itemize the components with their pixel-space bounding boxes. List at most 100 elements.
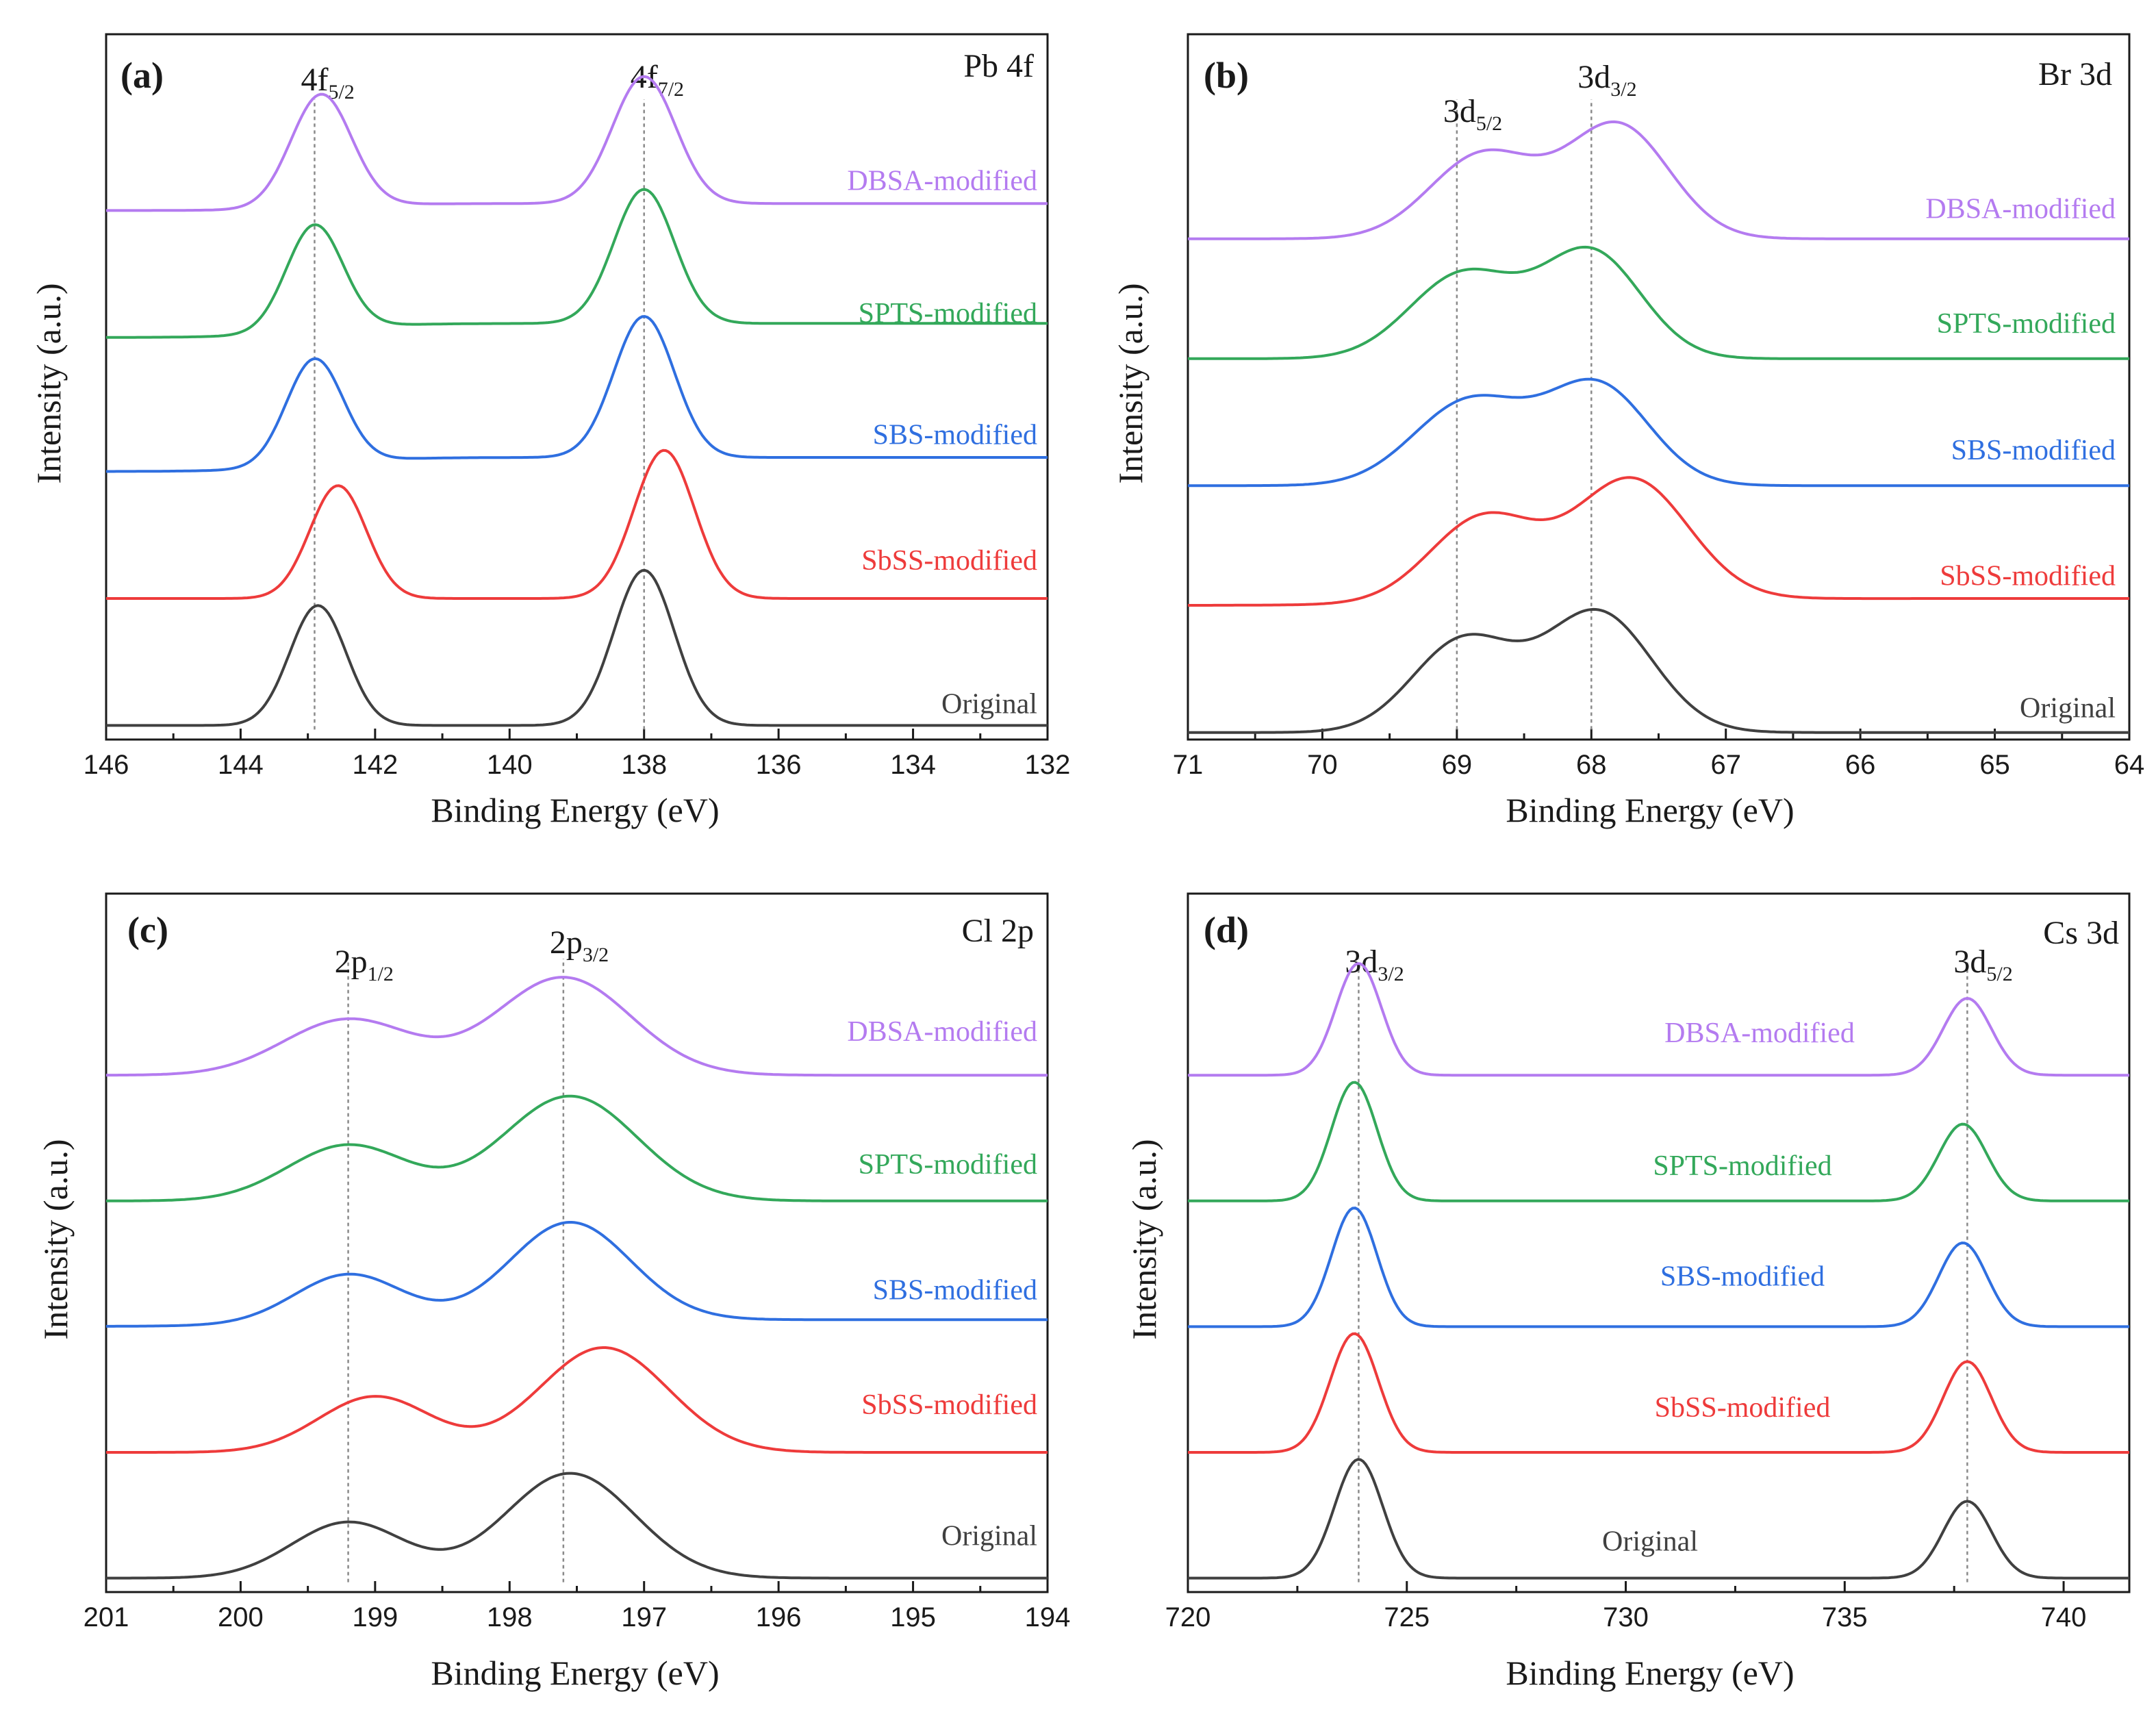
series-line-original — [1188, 607, 2129, 734]
series-label: SBS-modified — [1660, 1261, 1825, 1292]
x-tick-label: 730 — [1603, 1602, 1649, 1632]
peak-label-orbital: 2p — [335, 944, 368, 980]
series-line-sbs-modified — [1188, 1207, 2129, 1328]
x-tick-label: 132 — [1025, 750, 1071, 780]
x-tick-label: 70 — [1307, 750, 1338, 780]
series-line-original — [106, 1472, 1048, 1580]
x-tick-label: 140 — [487, 750, 533, 780]
peak-label-subscript: 1/2 — [368, 963, 394, 985]
x-tick-label: 198 — [487, 1602, 533, 1632]
panel-a: (a) Pb 4f Binding Energy (eV) Intensity … — [29, 33, 1071, 829]
x-tick-label: 64 — [2114, 750, 2145, 780]
series-label: SPTS-modified — [1653, 1150, 1831, 1182]
series-line-sbss-modified — [1188, 1332, 2129, 1454]
element-label: Cl 2p — [962, 913, 1034, 949]
series-label: Original — [2020, 693, 2116, 724]
x-axis-label: Binding Energy (eV) — [1506, 1654, 1794, 1692]
x-tick-label: 68 — [1576, 750, 1607, 780]
series-line-sbs-modified — [106, 315, 1048, 473]
panel-b: (b) Br 3d Binding Energy (eV) Intensity … — [1111, 33, 2145, 829]
series-label: Original — [941, 688, 1037, 720]
x-axis-label: Binding Energy (eV) — [1506, 791, 1794, 829]
series-line-spts-modified — [1188, 245, 2129, 360]
peak-label-subscript: 5/2 — [1476, 112, 1502, 135]
peak-label-orbital: 4f — [301, 62, 328, 98]
series-label: DBSA-modified — [1925, 194, 2116, 225]
series-label: SPTS-modified — [859, 298, 1037, 329]
x-tick-label: 200 — [218, 1602, 264, 1632]
element-label: Br 3d — [2038, 56, 2112, 92]
peak-label-subscript: 3/2 — [583, 944, 609, 966]
x-tick-label: 146 — [84, 750, 129, 780]
series-label: SbSS-modified — [1940, 560, 2116, 592]
peak-label: 2p1/2 — [335, 944, 394, 985]
peak-label: 3d3/2 — [1577, 59, 1636, 101]
series-line-sbss-modified — [1188, 476, 2129, 607]
plot-area-c: 201 200 199 198 197 196 195 1942p1/22p3/2Origin… — [84, 892, 1070, 1632]
plot-frame — [1187, 892, 2131, 1593]
series-label: SBS-modified — [1951, 435, 2116, 466]
panel-letter: (a) — [121, 55, 164, 96]
element-label: Cs 3d — [2043, 915, 2119, 951]
x-tick-label: 138 — [621, 750, 667, 780]
series-line-sbs-modified — [1188, 377, 2129, 488]
series-line-spts-modified — [106, 188, 1048, 339]
x-tick-label: 66 — [1845, 750, 1876, 780]
series-line-original — [106, 568, 1048, 727]
series-label: DBSA-modified — [847, 166, 1037, 197]
x-tick-label: 735 — [1822, 1602, 1868, 1632]
series-line-sbss-modified — [106, 1346, 1048, 1454]
plot-area-b: 71 70 69 68 67 66 65 643d5/23d3/2OriginalSbSS-m… — [1173, 33, 2145, 780]
series-line-dbsa-modified — [1188, 120, 2129, 240]
series-label: SPTS-modified — [859, 1149, 1037, 1181]
x-tick-label: 144 — [218, 750, 264, 780]
x-tick-label: 195 — [890, 1602, 936, 1632]
series-label: SbSS-modified — [861, 1389, 1037, 1421]
panel-letter: (b) — [1204, 55, 1249, 96]
peak-label-subscript: 5/2 — [1986, 963, 2012, 985]
series-line-sbss-modified — [106, 449, 1048, 600]
series-line-sbs-modified — [106, 1221, 1048, 1328]
x-tick-label: 197 — [621, 1602, 667, 1632]
x-tick-label: 136 — [756, 750, 802, 780]
series-line-dbsa-modified — [106, 976, 1048, 1077]
x-tick-label: 740 — [2041, 1602, 2087, 1632]
series-label: SBS-modified — [873, 420, 1037, 451]
x-tick-label: 69 — [1442, 750, 1473, 780]
series-label: SPTS-modified — [1937, 308, 2116, 340]
series-label: DBSA-modified — [1664, 1018, 1855, 1049]
y-axis-label: Intensity (a.u.) — [1125, 1139, 1163, 1340]
peak-label: 3d5/2 — [1953, 944, 2012, 985]
y-axis-label: Intensity (a.u.) — [29, 283, 68, 484]
series-label: SBS-modified — [873, 1274, 1037, 1306]
peak-label-orbital: 2p — [550, 924, 583, 961]
peak-label-subscript: 3/2 — [1610, 78, 1636, 101]
panel-c: (c) Cl 2p Binding Energy (eV) Intensity … — [36, 892, 1070, 1692]
series-line-spts-modified — [106, 1094, 1048, 1202]
series-label: SbSS-modified — [1655, 1392, 1831, 1424]
x-axis-label: Binding Energy (eV) — [431, 791, 719, 829]
x-tick-label: 196 — [756, 1602, 802, 1632]
peak-label-orbital: 3d — [1443, 93, 1476, 129]
x-tick-label: 67 — [1710, 750, 1741, 780]
y-axis-label: Intensity (a.u.) — [1111, 283, 1150, 484]
x-axis-label: Binding Energy (eV) — [431, 1654, 719, 1692]
series-label: Original — [941, 1521, 1037, 1552]
peak-label: 2p3/2 — [550, 924, 609, 966]
panel-letter: (c) — [127, 909, 168, 950]
element-label: Pb 4f — [963, 48, 1034, 84]
x-tick-label: 134 — [890, 750, 936, 780]
peak-label-orbital: 3d — [1953, 944, 1986, 980]
panel-d: (d) Cs 3d Binding Energy (eV) Intensity … — [1125, 892, 2131, 1692]
peak-label-orbital: 3d — [1345, 944, 1378, 980]
peak-label: 3d3/2 — [1345, 944, 1404, 985]
series-line-dbsa-modified — [105, 75, 1048, 212]
peak-label-orbital: 3d — [1577, 59, 1610, 95]
x-tick-label: 725 — [1384, 1602, 1430, 1632]
x-tick-label: 142 — [352, 750, 398, 780]
x-tick-label: 199 — [352, 1602, 398, 1632]
series-line-original — [1188, 1458, 2129, 1580]
